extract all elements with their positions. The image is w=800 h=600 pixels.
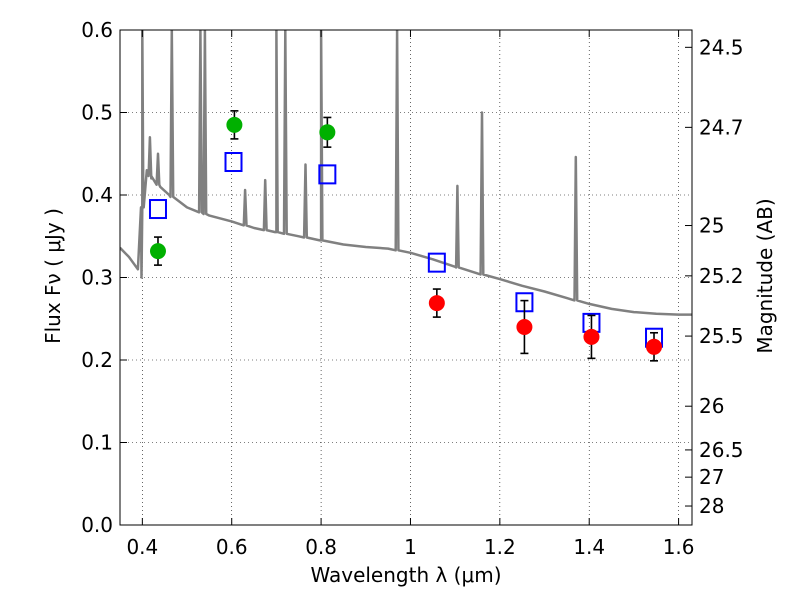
axis-ticks <box>120 29 692 526</box>
y-tick-label: 0.4 <box>81 183 113 207</box>
y2-tick-label: 25.5 <box>699 324 744 348</box>
y2-tick-label: 27 <box>699 465 724 489</box>
y2-tick-label: 24.5 <box>699 35 744 59</box>
y2-tick-label: 25 <box>699 214 724 238</box>
model-square-point <box>318 164 337 185</box>
model-square-point <box>224 152 243 172</box>
model-square-point <box>427 252 446 273</box>
x-tick-label: 0.6 <box>216 535 248 559</box>
y2-tick-label: 28 <box>699 494 724 518</box>
data-point <box>583 328 600 345</box>
y-tick-label: 0.2 <box>81 348 113 372</box>
x-tick-label: 0.4 <box>126 535 158 559</box>
y-axis-label: Flux Fν ( μJy ) <box>41 208 65 344</box>
x-tick-label: 1.6 <box>663 535 695 559</box>
y2-tick-label: 24.7 <box>699 115 744 139</box>
x-tick-label: 1 <box>404 535 417 559</box>
data-point <box>319 124 336 141</box>
y2-axis-label: Magnitude (AB) <box>753 198 777 353</box>
y2-tick-label: 26.5 <box>699 438 744 462</box>
sed-line <box>120 30 692 316</box>
x-tick-label: 1.2 <box>484 535 516 559</box>
y-tick-label: 0.3 <box>81 266 113 290</box>
data-point <box>226 116 243 133</box>
data-point <box>149 243 166 260</box>
x-tick-label: 1.4 <box>573 535 605 559</box>
y-tick-label: 0.5 <box>81 101 113 125</box>
y2-tick-label: 25.2 <box>699 264 744 288</box>
y2-tick-label: 26 <box>699 394 724 418</box>
y-tick-label: 0.1 <box>81 431 113 455</box>
model-square-point <box>148 199 167 220</box>
y-tick-label: 0.0 <box>81 513 113 537</box>
grid <box>120 30 692 525</box>
y-tick-label: 0.6 <box>81 18 113 42</box>
x-tick-label: 0.8 <box>305 535 337 559</box>
data-point <box>428 295 445 312</box>
data-point <box>516 319 533 335</box>
x-axis-label: Wavelength λ (μm) <box>310 563 501 587</box>
data-point <box>646 338 663 355</box>
